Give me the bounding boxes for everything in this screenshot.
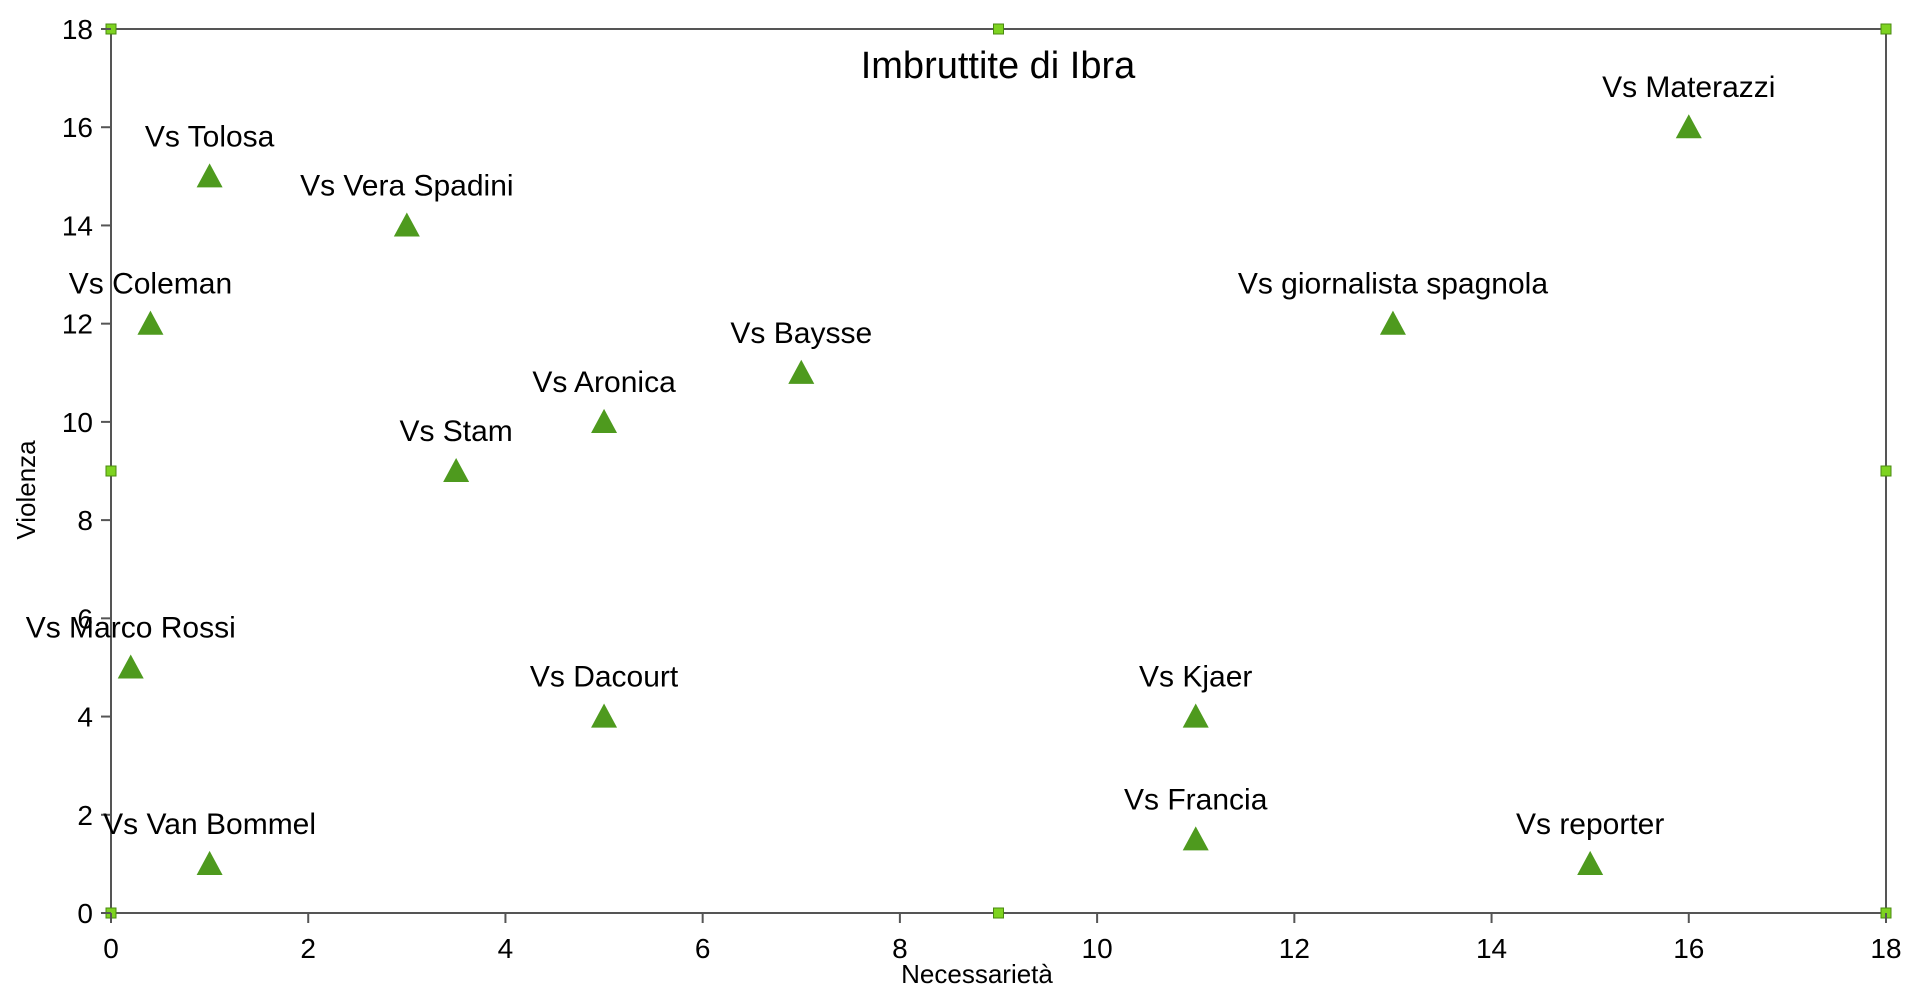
- data-point-marker: [196, 850, 223, 875]
- data-points: Vs Materazzi Vs Tolosa Vs Vera Spadini Vs C…: [26, 71, 1775, 875]
- x-axis: 0 2 4 6 8 10 12 14 16 18: [103, 913, 1902, 964]
- data-point-label: Vs reporter: [1516, 808, 1664, 841]
- data-point-label: Vs Kjaer: [1139, 661, 1252, 694]
- x-tick-label: 10: [1082, 933, 1113, 964]
- data-point-marker: [1182, 703, 1209, 728]
- data-point-label: Vs Francia: [1124, 783, 1268, 816]
- data-point-label: Vs Materazzi: [1602, 71, 1775, 104]
- data-point-label: Vs giornalista spagnola: [1238, 268, 1549, 301]
- y-axis-label: Violenza: [11, 440, 41, 540]
- y-tick-label: 18: [62, 14, 93, 45]
- x-tick-label: 0: [103, 933, 119, 964]
- data-point-label: Vs Marco Rossi: [26, 611, 236, 644]
- x-tick-label: 18: [1870, 933, 1901, 964]
- chart-title: Imbruttite di Ibra: [861, 45, 1136, 87]
- data-point-marker: [591, 408, 618, 433]
- data-point-label: Vs Baysse: [730, 317, 872, 350]
- data-point-marker: [137, 310, 164, 335]
- data-point-label: Vs Tolosa: [145, 120, 275, 153]
- selection-handle: [993, 907, 1004, 919]
- data-point-marker: [1379, 310, 1406, 335]
- selection-handles: [105, 23, 1892, 919]
- x-tick-label: 8: [892, 933, 908, 964]
- y-tick-label: 6: [77, 603, 93, 634]
- data-point-label: Vs Van Bommel: [103, 808, 316, 841]
- data-point-marker: [196, 163, 223, 188]
- data-point-label: Vs Aronica: [532, 366, 676, 399]
- data-point-marker: [443, 458, 470, 483]
- selection-handle: [105, 465, 117, 477]
- data-point-label: Vs Coleman: [69, 268, 232, 301]
- y-axis: 0 2 4 6 8 10 12 14 16 18: [62, 14, 111, 929]
- selection-handle: [1880, 23, 1892, 35]
- plot-frame: [110, 28, 1887, 914]
- y-tick-label: 12: [62, 309, 93, 340]
- data-point-marker: [393, 212, 420, 237]
- y-tick-label: 4: [77, 702, 93, 733]
- x-tick-label: 4: [498, 933, 514, 964]
- x-axis-label: Necessarietà: [901, 959, 1053, 987]
- x-tick-label: 14: [1476, 933, 1507, 964]
- y-tick-label: 2: [77, 800, 93, 831]
- y-tick-label: 8: [77, 505, 93, 536]
- data-point-label: Vs Dacourt: [530, 661, 679, 694]
- data-point-marker: [117, 654, 144, 679]
- data-point-label: Vs Vera Spadini: [300, 169, 513, 202]
- data-point-marker: [1577, 850, 1604, 875]
- y-tick-label: 10: [62, 407, 93, 438]
- y-tick-label: 0: [77, 898, 93, 929]
- data-point-marker: [1675, 114, 1702, 139]
- x-tick-label: 16: [1673, 933, 1704, 964]
- x-tick-label: 2: [300, 933, 316, 964]
- selection-handle: [993, 23, 1004, 35]
- y-tick-label: 16: [62, 112, 93, 143]
- data-point-label: Vs Stam: [399, 415, 512, 448]
- x-tick-label: 6: [695, 933, 711, 964]
- data-point-marker: [788, 359, 815, 384]
- y-tick-label: 14: [62, 210, 93, 241]
- x-tick-label: 12: [1279, 933, 1310, 964]
- data-point-marker: [591, 703, 618, 728]
- data-point-marker: [1182, 826, 1209, 851]
- selection-handle: [1880, 465, 1892, 477]
